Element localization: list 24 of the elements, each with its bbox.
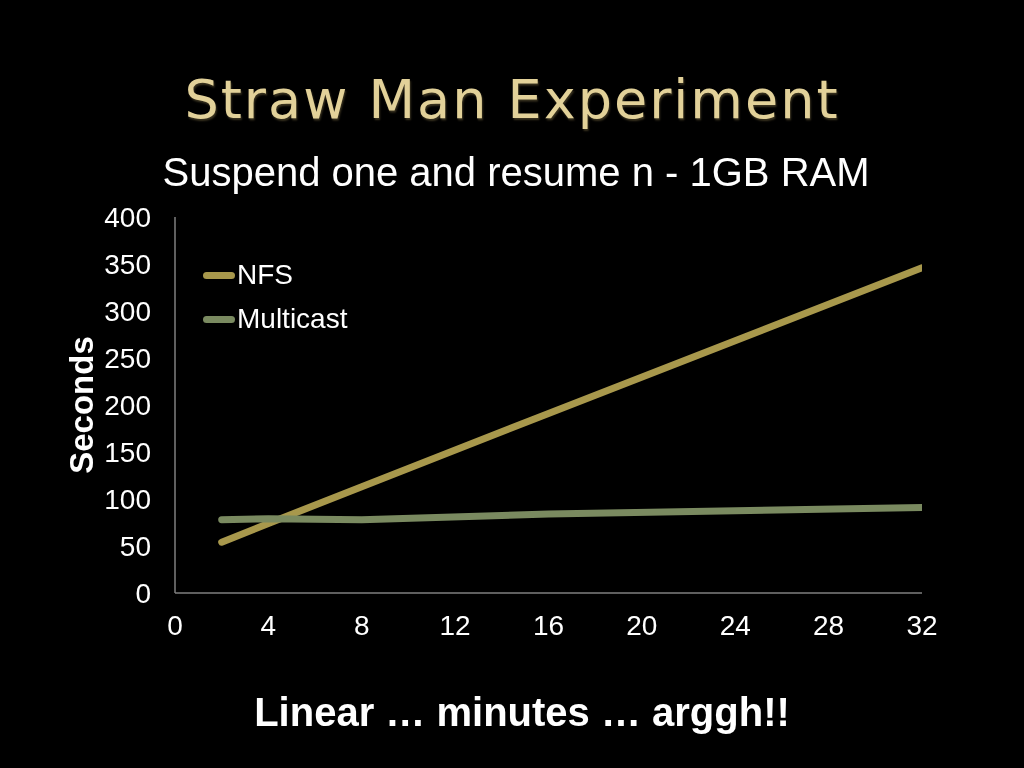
text: Linear … minutes … arggh!! (254, 690, 790, 734)
x-tick-label: 28 (813, 609, 845, 641)
x-tick-label: 20 (626, 609, 658, 641)
y-tick-label: 250 (104, 342, 151, 374)
x-tick-label: 32 (906, 609, 938, 641)
y-tick-label: 150 (104, 436, 151, 468)
y-axis-title: Seconds (63, 336, 100, 474)
y-tick-label: 100 (104, 483, 151, 515)
legend-label: Multicast (237, 303, 348, 334)
chart-title: Straw Man Experiment (184, 68, 840, 131)
chart-subtitle: Suspend one and resume n - 1GB RAM (162, 150, 870, 194)
x-tick-label: 4 (260, 609, 277, 641)
x-tick-label: 12 (439, 609, 471, 641)
y-tick-label: 400 (104, 201, 151, 233)
y-tick-label: 300 (104, 295, 151, 327)
x-tick-label: 16 (532, 609, 565, 641)
y-tick-label: 50 (119, 530, 151, 562)
y-tick-label: 0 (135, 577, 151, 609)
y-tick-label: 350 (104, 248, 151, 280)
legend-label: NFS (237, 259, 293, 290)
x-tick-label: 0 (167, 609, 183, 641)
y-tick-label: 200 (104, 389, 151, 421)
x-tick-label: 24 (719, 609, 751, 641)
x-tick-label: 8 (353, 609, 370, 641)
